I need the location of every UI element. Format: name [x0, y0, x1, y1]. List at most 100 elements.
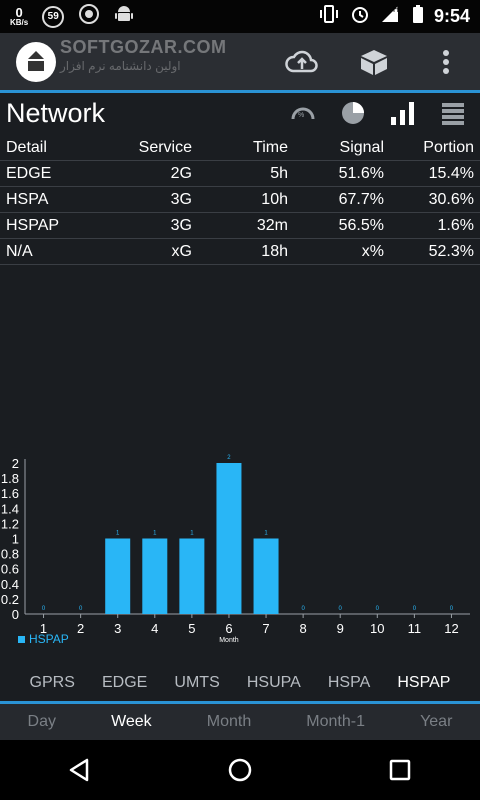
header-time: Time — [253, 138, 288, 156]
cloud-upload-icon[interactable] — [284, 44, 320, 80]
period-tabs: Day Week Month Month-1 Year — [0, 704, 480, 740]
app-logo-icon[interactable] — [16, 41, 56, 82]
table-row: HSPAP 3G 32m 56.5% 1.6% — [0, 213, 480, 239]
home-icon[interactable] — [220, 750, 260, 790]
app-bar: SOFTGOZAR.COM اولین دانشنامه نرم افزار — [0, 33, 480, 90]
header-portion: Portion — [423, 138, 474, 156]
x-tick-label: 9 — [337, 621, 344, 636]
data-label: 0 — [42, 606, 46, 612]
y-tick-label: 0.6 — [1, 562, 19, 577]
bar — [253, 538, 279, 614]
svg-text:%: % — [298, 112, 304, 119]
tab-edge[interactable]: EDGE — [101, 674, 148, 691]
y-tick-label: 1 — [12, 532, 19, 547]
data-label: 0 — [339, 606, 343, 612]
speed-value: 0 — [15, 5, 23, 20]
signal-icon: H — [380, 4, 402, 29]
bar — [142, 538, 168, 614]
tab-month-minus-1[interactable]: Month-1 — [306, 713, 365, 730]
cell-service: 2G — [170, 164, 192, 182]
legend-swatch — [18, 635, 25, 643]
svg-text:H: H — [393, 5, 399, 14]
pie-chart-icon[interactable] — [338, 98, 368, 128]
gauge-icon[interactable]: % — [288, 98, 318, 128]
table-row: N/A xG 18h x% 52.3% — [0, 239, 480, 265]
settings-icon — [78, 3, 100, 30]
cell-signal: x% — [361, 242, 384, 260]
data-label: 0 — [413, 606, 417, 612]
bar — [105, 538, 131, 614]
accent-divider — [0, 90, 480, 93]
x-tick-label: 4 — [151, 621, 158, 636]
cell-portion: 1.6% — [437, 216, 474, 234]
badge-text: 59 — [47, 11, 59, 22]
list-icon[interactable] — [438, 98, 468, 128]
bar — [179, 538, 205, 614]
speed-unit: KB/s — [10, 18, 29, 27]
x-tick-label: 7 — [262, 621, 269, 636]
back-icon[interactable] — [60, 750, 100, 790]
cell-portion: 52.3% — [428, 242, 474, 260]
tab-hsupa[interactable]: HSUPA — [246, 674, 301, 691]
usage-chart: 0 0.2 0.4 0.6 0.8 1 1.2 1.4 1.6 1.8 2 0 1 0 2 1 3 1 4 1 5 2 6 1… — [0, 450, 480, 650]
x-tick-label: 3 — [114, 621, 121, 636]
tab-hspap[interactable]: HSPAP — [397, 674, 451, 691]
notification-badge: 59 — [42, 5, 65, 28]
data-label: 1 — [190, 531, 194, 537]
table-row: EDGE 2G 5h 51.6% 15.4% — [0, 161, 480, 187]
data-label: 0 — [79, 606, 83, 612]
x-tick-label: 5 — [188, 621, 195, 636]
tab-week[interactable]: Week — [111, 713, 152, 730]
network-header: Network % — [0, 93, 480, 133]
network-table: Detail Service Time Signal Portion EDGE … — [0, 135, 480, 265]
x-tick-label: 1 — [40, 621, 47, 636]
y-tick-label: 0.8 — [1, 547, 19, 562]
cell-service: 3G — [170, 216, 192, 234]
more-vert-icon[interactable] — [428, 44, 464, 80]
tab-hspa[interactable]: HSPA — [327, 674, 371, 691]
header-service: Service — [138, 138, 192, 156]
cell-detail: EDGE — [6, 164, 52, 182]
tab-gprs[interactable]: GPRS — [29, 674, 75, 691]
tab-year[interactable]: Year — [420, 713, 453, 730]
tab-umts[interactable]: UMTS — [174, 674, 220, 691]
legend-label: HSPAP — [29, 632, 69, 646]
android-icon — [114, 3, 134, 30]
cell-detail: HSPA — [6, 190, 49, 208]
data-label: 0 — [376, 606, 380, 612]
y-tick-label: 1.4 — [1, 501, 19, 516]
cell-time: 18h — [261, 242, 288, 260]
header-detail: Detail — [6, 138, 47, 156]
header-signal: Signal — [339, 138, 384, 156]
status-bar: 0 KB/s 59 H 9:54 — [0, 0, 480, 33]
cell-detail: HSPAP — [6, 216, 60, 234]
recents-icon[interactable] — [380, 750, 420, 790]
table-header: Detail Service Time Signal Portion — [0, 135, 480, 161]
cell-signal: 67.7% — [338, 190, 384, 208]
x-tick-label: 6 — [225, 621, 232, 636]
network-speed-indicator: 0 KB/s — [10, 6, 28, 27]
y-tick-label: 0.4 — [1, 577, 19, 592]
watermark-subtitle: اولین دانشنامه نرم افزار — [60, 59, 181, 73]
y-tick-label: 1.8 — [1, 471, 19, 486]
vibrate-icon — [318, 4, 340, 29]
tab-day[interactable]: Day — [27, 713, 56, 730]
x-tick-label: 11 — [408, 621, 422, 636]
alarm-icon — [350, 4, 370, 29]
bar-chart-icon[interactable] — [388, 98, 418, 128]
clock: 9:54 — [433, 6, 470, 26]
x-tick-label: 10 — [370, 621, 384, 636]
data-label: 2 — [227, 455, 231, 461]
x-axis-title: Month — [219, 637, 239, 644]
data-label: 1 — [264, 531, 268, 537]
box-icon[interactable] — [356, 44, 392, 80]
cell-time: 10h — [261, 190, 288, 208]
cell-signal: 56.5% — [338, 216, 384, 234]
battery-icon — [412, 4, 424, 29]
bar — [216, 463, 242, 614]
tab-month[interactable]: Month — [206, 713, 252, 730]
x-tick-label: 2 — [77, 621, 84, 636]
navigation-bar — [0, 740, 480, 800]
table-row: HSPA 3G 10h 67.7% 30.6% — [0, 187, 480, 213]
data-label: 0 — [301, 606, 305, 612]
